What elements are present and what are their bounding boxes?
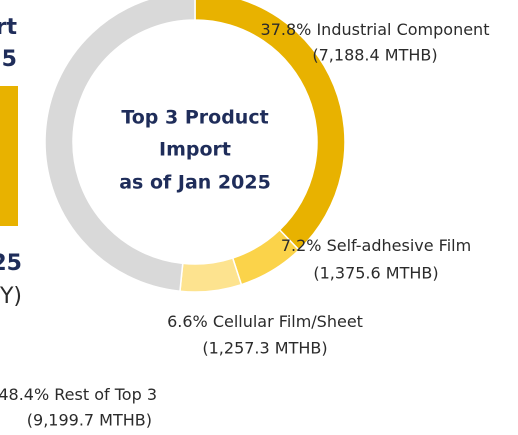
segment-label: 48.4% Rest of Top 3 xyxy=(0,385,157,404)
side-text: rt xyxy=(0,15,17,40)
side-text: Y) xyxy=(0,284,22,309)
category-label: Cellular Film/Sheet xyxy=(213,312,363,331)
value-label: 7.2% xyxy=(281,236,322,255)
center-title: as of Jan 2025 xyxy=(119,172,271,194)
segment-label: 7.2% Self-adhesive Film xyxy=(281,236,471,255)
category-label: Self-adhesive Film xyxy=(327,236,472,255)
segment-label: 37.8% Industrial Component xyxy=(261,20,490,39)
value-label: 48.4% xyxy=(0,385,49,404)
amount-label: (1,375.6 MTHB) xyxy=(313,264,438,283)
amount-label: (9,199.7 MTHB) xyxy=(27,411,152,430)
side-text: 25 xyxy=(0,251,22,276)
donut-segment xyxy=(44,0,196,293)
category-label: Rest of Top 3 xyxy=(54,385,157,404)
category-label: Industrial Component xyxy=(316,20,489,39)
value-label: 37.8% xyxy=(261,20,312,39)
center-title: Top 3 Product xyxy=(121,107,268,129)
side-text: 25 xyxy=(0,47,17,72)
amount-label: (7,188.4 MTHB) xyxy=(312,46,437,65)
value-label: 6.6% xyxy=(167,312,208,331)
segment-label: 6.6% Cellular Film/Sheet xyxy=(167,312,363,331)
center-title: Import xyxy=(159,139,231,161)
donut-segment xyxy=(179,257,243,293)
side-box xyxy=(0,86,18,226)
amount-label: (1,257.3 MTHB) xyxy=(202,339,327,358)
